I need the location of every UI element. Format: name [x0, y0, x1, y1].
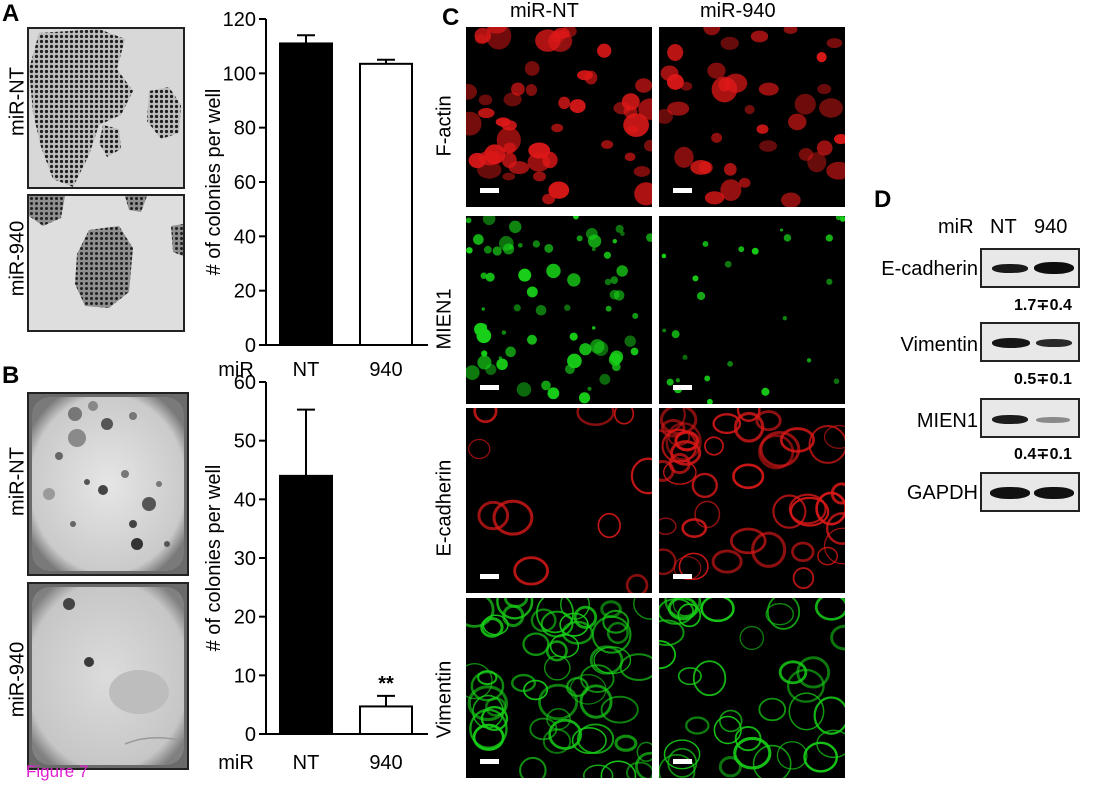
scale-bar	[480, 759, 499, 764]
panel-c-row-label-mien1: MIEN1	[433, 288, 456, 350]
scale-bar	[480, 385, 499, 390]
panel-a-ytick-label-4: 80	[234, 118, 256, 140]
panel-d-header-940: 940	[1034, 216, 1068, 238]
panel-a-bar-1	[359, 62, 413, 346]
micrograph-vimentin-nt	[466, 598, 652, 778]
panel-a-xtick-label-1: 940	[369, 359, 402, 381]
micrograph-vimentin-940	[659, 598, 845, 778]
band-ecadherin-nt	[992, 264, 1028, 273]
blot-ecadherin	[980, 248, 1080, 288]
panel-c-letter: C	[442, 4, 460, 31]
panel-b-ytick-label-3: 30	[234, 548, 256, 570]
panel-b-xtick-label-0: NT	[293, 752, 320, 774]
blot-label-vimentin: Vimentin	[900, 334, 978, 356]
band-vimentin-nt	[992, 338, 1030, 348]
panel-a-bar-chart: 0 20 40 60 80 100 120 NT 940 miR # of colonies per…	[203, 9, 428, 381]
panel-c-row-label-factin: F-actin	[433, 95, 456, 157]
panel-b-xlabel: miR	[218, 752, 254, 774]
panel-b-ylabel: # of colonies per well	[203, 465, 225, 652]
scale-bar	[480, 574, 499, 579]
panel-d-header-nt: NT	[990, 216, 1017, 238]
band-gapdh-nt	[990, 487, 1030, 499]
micrograph-mien1-940	[659, 216, 845, 404]
band-vimentin-940	[1036, 339, 1072, 347]
micrograph-e-cadherin-nt	[466, 408, 652, 593]
micrograph-mien1-nt	[466, 216, 652, 404]
panel-a-ytick-label-0: 0	[245, 335, 256, 357]
panel-b-letter: B	[2, 362, 20, 389]
panel-a-letter: A	[2, 0, 20, 27]
scale-bar	[673, 385, 692, 390]
panel-b-bar-chart: 0 10 20 30 40 50 60 NT 940 ** miR # of colonies per…	[203, 372, 428, 774]
panel-c-row-label-vimentin: Vimentin	[433, 660, 456, 739]
blot-ratio-vimentin: 0.5∓0.1	[1014, 371, 1072, 388]
panel-a-colony-photo-nt	[27, 27, 185, 189]
blot-label-ecadherin: E-cadherin	[881, 258, 978, 280]
blot-ratio-mien1: 0.4∓0.1	[1014, 446, 1072, 463]
panel-d-letter: D	[874, 186, 892, 213]
panel-d-header-mir: miR	[938, 216, 974, 238]
micrograph-f-actin-nt	[466, 27, 652, 207]
panel-b-ytick-label-2: 20	[234, 607, 256, 629]
band-mien1-nt	[992, 415, 1028, 424]
panel-a-ytick-label-3: 60	[234, 172, 256, 194]
panel-c-col-label-940: miR-940	[700, 0, 776, 22]
blot-label-mien1: MIEN1	[916, 410, 978, 432]
panel-b-ytick-label-1: 10	[234, 665, 256, 687]
panel-c-col-label-nt: miR-NT	[510, 0, 579, 22]
panel-c-row-label-ecadherin: E-cadherin	[433, 459, 456, 557]
blot-vimentin	[980, 322, 1080, 362]
panel-b-xtick-label-1: 940	[369, 752, 402, 774]
panel-b-bar-1	[359, 705, 413, 735]
panel-b-annotation-1: **	[378, 673, 394, 695]
panel-a-bar-0	[279, 42, 333, 346]
panel-a-ytick-label-1: 20	[234, 281, 256, 303]
panel-a-xtick-label-0: NT	[293, 359, 320, 381]
panel-a-ytick-label-2: 40	[234, 226, 256, 248]
blot-gapdh	[980, 472, 1080, 512]
scale-bar	[673, 188, 692, 193]
blot-mien1	[980, 398, 1080, 438]
panel-b-ytick-label-6: 60	[234, 372, 256, 394]
panel-b-ytick-label-4: 40	[234, 489, 256, 511]
micrograph-e-cadherin-940	[659, 408, 845, 593]
panel-b-colony-photo-940	[27, 582, 189, 770]
panel-a-ytick-label-6: 120	[223, 9, 256, 31]
blot-ratio-ecadherin: 1.7∓0.4	[1014, 297, 1072, 314]
band-gapdh-940	[1034, 487, 1074, 499]
band-ecadherin-940	[1034, 262, 1074, 274]
panel-b-bar-0	[279, 474, 333, 735]
micrograph-f-actin-940	[659, 27, 845, 207]
scale-bar	[673, 574, 692, 579]
panel-b-ytick-label-0: 0	[245, 724, 256, 746]
panel-a-colony-photo-940	[27, 194, 185, 332]
panel-a-ylabel: # of colonies per well	[203, 89, 225, 276]
panel-a-xlabel: miR	[218, 359, 254, 381]
scale-bar	[673, 759, 692, 764]
band-mien1-940	[1036, 417, 1070, 423]
panel-b-colony-photo-nt	[27, 392, 189, 576]
figure-caption: Figure 7	[26, 762, 89, 781]
scale-bar	[480, 188, 499, 193]
panel-a-ytick-label-5: 100	[223, 63, 256, 85]
panel-b-ytick-label-5: 50	[234, 431, 256, 453]
blot-label-gapdh: GAPDH	[906, 482, 978, 504]
